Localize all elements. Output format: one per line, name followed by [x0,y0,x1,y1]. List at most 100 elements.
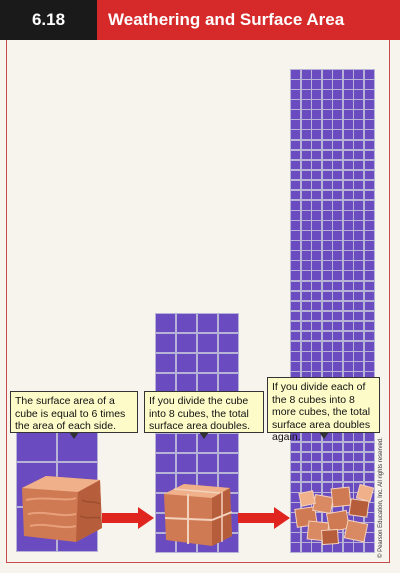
grid-square [156,474,175,492]
grid-square [301,170,311,180]
grid-square [322,241,332,250]
grid-square [364,130,374,139]
grid-square [364,271,374,281]
grid-square [343,513,353,522]
grid-square [354,452,364,462]
grid-square [322,341,332,351]
grid-square [312,271,322,281]
grid-square [354,432,364,442]
grid-square [333,452,343,462]
grid-square [291,523,301,532]
grid-square [354,372,364,381]
grid-square [343,432,353,442]
grid-square [343,452,353,462]
figure-title: Weathering and Surface Area [108,10,345,29]
grid-square [291,311,301,321]
grid-square [333,140,343,150]
grid-square [343,261,353,270]
grid-square [354,100,364,109]
grid-square [291,432,301,442]
grid-square [291,271,301,281]
grid-square [198,354,217,372]
grid-square [333,352,343,361]
grid-square [364,452,374,462]
grid-square [343,120,353,129]
grid-square [333,120,343,129]
grid-square [322,190,332,200]
grid-square [322,100,332,109]
grid-square [364,291,374,301]
grid-square [343,170,353,180]
grid-square [322,462,332,472]
grid-square [343,100,353,109]
grid-square [301,150,311,160]
grid-square [354,70,364,79]
grid-square [322,80,332,89]
grid-square [333,80,343,89]
grid-square [301,221,311,230]
grid-square [343,311,353,321]
grid-square [333,160,343,170]
grid-square [333,100,343,109]
grid-square [312,231,322,240]
grid-square [333,432,343,442]
grid-square [322,180,332,190]
grid-square [312,70,322,79]
grid-square [312,442,322,452]
grid-square [301,472,311,482]
grid-square [333,251,343,260]
grid-square [322,150,332,160]
grid-square [312,352,322,361]
grid-square [354,331,364,341]
grid-square [364,90,374,99]
grid-square [156,334,175,352]
grid-square [291,90,301,99]
grid-square [291,170,301,180]
right-arrow-icon [102,507,154,529]
grid-square [364,261,374,270]
grid-square [177,454,196,472]
grid-square [322,452,332,462]
grid-square [219,354,238,372]
grid-square [354,140,364,150]
grid-square [312,160,322,170]
grid-square [301,211,311,220]
grid-square [322,160,332,170]
grid-square [354,301,364,311]
grid-square [333,321,343,331]
grid-square [301,90,311,99]
grid-square [301,341,311,351]
grid-square [322,170,332,180]
grid-square [312,200,322,210]
grid-square [177,314,196,332]
grid-square [301,231,311,240]
grid-square [354,362,364,371]
grid-square [322,110,332,119]
grid-square [301,523,311,532]
grid-square [198,314,217,332]
figure-number: 6.18 [0,0,97,40]
grid-square [301,100,311,109]
grid-square [343,200,353,210]
grid-square [219,454,238,472]
grid-square [301,482,311,492]
grid-square [291,321,301,331]
grid-square [301,241,311,250]
grid-square [301,462,311,472]
grid-square [364,321,374,331]
grid-square [312,110,322,119]
grid-square [343,341,353,351]
grid-square [343,331,353,341]
grid-square [156,354,175,372]
grid-square [219,334,238,352]
grid-square [291,482,301,492]
grid-square [312,432,322,442]
grid-square [156,314,175,332]
grid-square [177,354,196,372]
grid-square [354,190,364,200]
grid-square [354,462,364,472]
grid-square [322,211,332,220]
grid-square [343,180,353,190]
grid-square [333,341,343,351]
grid-square [354,341,364,351]
